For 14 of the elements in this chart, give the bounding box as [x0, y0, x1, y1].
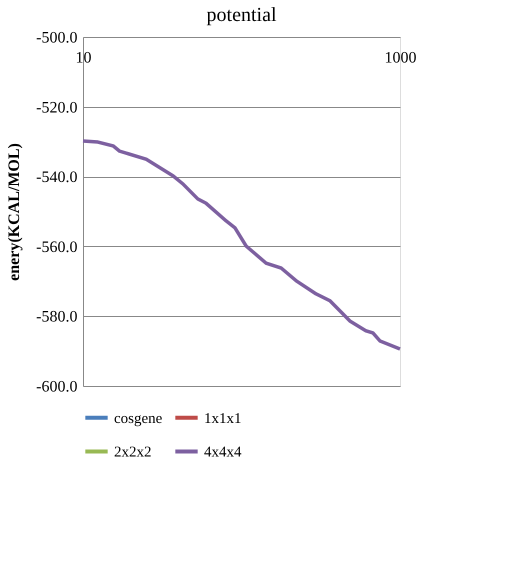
y-tick-label: -600.0 [36, 378, 78, 396]
legend-label: 1x1x1 [204, 410, 242, 427]
y-tick-label: -580.0 [36, 308, 78, 326]
y-tick-label: -560.0 [36, 238, 78, 256]
y-tick-label: -520.0 [36, 99, 78, 116]
legend-label: 2x2x2 [114, 444, 152, 460]
x-tick-label: 10 [76, 50, 92, 66]
y-axis-title: enery(KCAL/MOL) [6, 143, 24, 281]
legend-label: 4x4x4 [204, 444, 242, 460]
legend-label: cosgene [114, 410, 163, 427]
chart-title: potential [206, 4, 277, 26]
y-tick-label: -540.0 [36, 169, 78, 186]
y-tick-label: -500.0 [36, 30, 78, 46]
x-tick-label: 1000 [384, 50, 416, 66]
